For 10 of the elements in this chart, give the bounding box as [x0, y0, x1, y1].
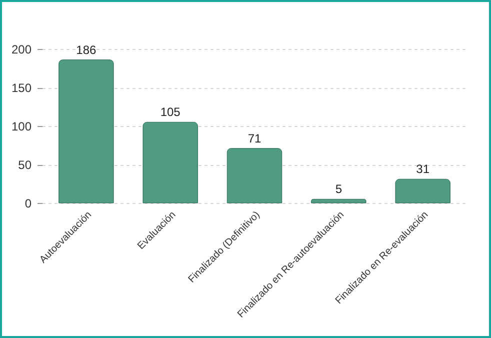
data-label: 186 [76, 42, 97, 57]
data-label: 31 [416, 162, 430, 176]
data-label: 71 [248, 131, 262, 146]
y-tick-label: 0 [24, 196, 32, 210]
y-tick-label: 50 [18, 158, 32, 172]
data-label: 105 [160, 105, 181, 120]
y-tick-label: 150 [11, 81, 32, 95]
y-tick-label: 200 [11, 42, 32, 56]
data-label: 5 [335, 182, 342, 196]
y-tick-label: 100 [11, 120, 32, 134]
